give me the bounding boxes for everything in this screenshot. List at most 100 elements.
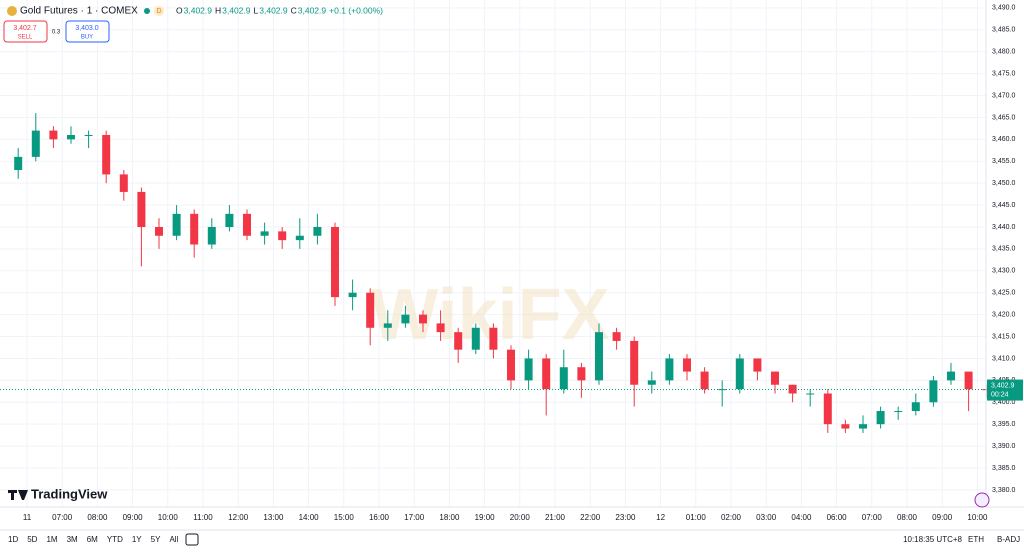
candle-body [260,231,269,236]
y-tick-label: 3,490.0 [992,5,1015,12]
y-tick-label: 3,385.0 [992,465,1015,472]
candle-body [947,371,955,381]
candle-body [102,134,111,175]
buy-label[interactable]: BUY [81,35,93,41]
session[interactable]: ETH [968,535,984,544]
ohlc-key: C [291,5,297,15]
candle-body [876,411,885,425]
lightning-button[interactable] [974,492,990,508]
x-tick-label: 07:00 [52,513,73,522]
candle-body [471,327,480,350]
y-tick-label: 3,445.0 [992,202,1015,209]
candles [14,113,991,433]
x-tick-label: 11 [23,513,32,522]
buy-button[interactable] [65,20,110,43]
y-tick-label: 3,430.0 [992,268,1015,275]
y-tick-label: 3,460.0 [992,136,1015,143]
candle-body [31,130,40,157]
candle-body [190,213,199,245]
x-tick-label: 09:00 [123,513,144,522]
candle-body [84,134,93,136]
symbol: Gold Futures · 1 · COMEX [20,6,138,17]
x-tick-label: 01:00 [686,513,707,522]
x-tick-label: 09:00 [932,513,953,522]
date-range-button[interactable] [185,533,199,546]
range-button[interactable]: 1D [8,535,18,544]
range-button[interactable]: 5Y [151,535,161,544]
x-tick-label: 21:00 [545,513,566,522]
y-tick-label: 3,400.0 [992,399,1015,406]
adjust[interactable]: B-ADJ [997,535,1020,544]
ohlc-value: 3,402.9 [298,5,327,15]
range-button[interactable]: YTD [107,535,123,544]
x-tick-label: 14:00 [299,513,320,522]
badge-bg [154,6,164,16]
ohlc-key: L [254,5,259,15]
range-button[interactable]: 1M [46,535,57,544]
candle-body [718,389,727,391]
candle-body [700,371,709,390]
candle-body [67,134,75,140]
candle-body [225,213,234,227]
ohlc-value: 3,402.9 [259,5,288,15]
y-tick-label: 3,380.0 [992,487,1015,494]
candle-body [295,235,304,241]
candle-body [577,367,586,381]
y-tick-label: 3,435.0 [992,246,1015,253]
last-price-label: 3,402.9 [991,382,1014,389]
candle-body [172,213,181,236]
candle-body [806,393,815,395]
y-tick-label: 3,485.0 [992,27,1015,34]
sell-label[interactable]: SELL [18,35,33,41]
status-dot [144,8,150,14]
candle-body [366,292,375,328]
candle-body [137,191,146,227]
range-button[interactable]: All [169,535,178,544]
candle-body [49,130,58,140]
candle-body [612,332,621,341]
x-tick-label: 22:00 [580,513,601,522]
candle-body [735,358,744,390]
candle-body [683,358,691,372]
range-button[interactable]: 5D [27,535,37,544]
candle-body [489,327,498,350]
ohlc-value: 3,402.9 [184,5,213,15]
buy-price[interactable]: 3,403.0 [75,25,98,32]
range-button[interactable]: 3M [67,535,78,544]
x-tick-label: 16:00 [369,513,390,522]
candle-body [894,411,903,413]
change: +0.1 (+0.00%) [329,5,383,15]
candle-body [454,332,463,350]
x-tick-label: 10:00 [158,513,179,522]
x-tick-label: 23:00 [615,513,636,522]
range-button[interactable]: 6M [87,535,98,544]
ohlc-key: O [176,5,183,15]
y-tick-label: 3,425.0 [992,290,1015,297]
candle-body [771,371,779,385]
candle-body [841,424,850,429]
candle-body [419,314,427,324]
ohlc-key: H [215,5,221,15]
ohlc-value: 3,402.9 [222,5,251,15]
candle-body [911,402,920,412]
x-tick-label: 19:00 [475,513,496,522]
grid [0,0,986,507]
candle-body [313,226,322,236]
sell-price[interactable]: 3,402.7 [13,25,36,32]
x-tick-label: 17:00 [404,513,425,522]
y-tick-label: 3,475.0 [992,70,1015,77]
x-tick-label: 18:00 [439,513,460,522]
candle-body [383,323,392,328]
y-tick-label: 3,455.0 [992,158,1015,165]
range-button[interactable]: 1Y [132,535,142,544]
range-buttons: 1D 5D 1M 3M 6M YTD 1Y 5Y All [8,535,179,544]
y-tick-label: 3,410.0 [992,355,1015,362]
ohlc: O 3,402.9 H 3,402.9 L 3,402.9 C 3,402.9 +0.1 (+0… [176,5,383,15]
sell-button[interactable] [3,20,48,43]
candle-body [753,358,762,372]
candle-body [929,380,938,403]
candle-body [278,231,287,241]
candle-body [524,358,533,381]
